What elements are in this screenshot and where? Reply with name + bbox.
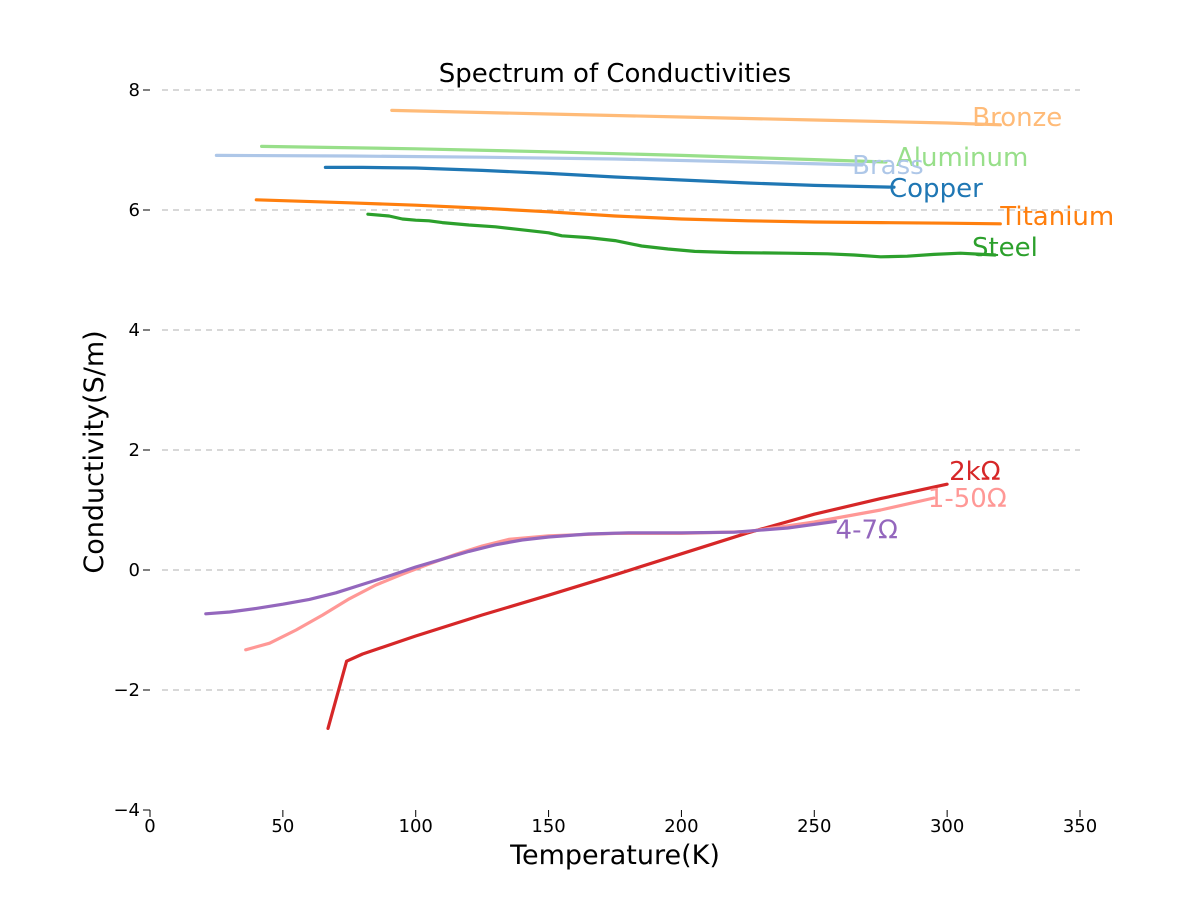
x-tick-label: 150 — [531, 816, 565, 837]
y-tick-label: −4 — [113, 800, 140, 821]
y-axis-title: Conductivity(S/m) — [79, 330, 110, 573]
x-tick-label: 200 — [664, 816, 698, 837]
series-label: Aluminum — [896, 143, 1028, 173]
x-axis-title: Temperature(K) — [509, 840, 720, 871]
y-tick-label: −2 — [113, 680, 140, 701]
x-tick-label: 0 — [144, 816, 155, 837]
series-label: 1-50Ω — [928, 484, 1007, 514]
series-line-2k- — [326, 482, 949, 730]
y-tick-label: 2 — [129, 440, 140, 461]
series-label: 2kΩ — [949, 457, 1000, 487]
x-tick-label: 250 — [797, 816, 831, 837]
y-tick-label: 0 — [129, 560, 140, 581]
series-label: Copper — [889, 174, 983, 204]
x-tick-label: 100 — [399, 816, 433, 837]
series-lines — [204, 108, 1002, 730]
series-label: 4-7Ω — [836, 515, 898, 545]
series-line-aluminum — [260, 144, 888, 164]
y-tick-label: 6 — [129, 200, 140, 221]
x-tick-label: 50 — [271, 816, 294, 837]
y-tick-label: 8 — [129, 80, 140, 101]
series-label: Steel — [972, 233, 1038, 263]
chart-title: Spectrum of Conductivities — [439, 59, 791, 89]
x-tick-label: 350 — [1063, 816, 1097, 837]
series-label: Brass — [852, 151, 924, 181]
series-line-copper — [323, 165, 896, 189]
series-line-bronze — [390, 108, 1002, 127]
series-line-titanium — [254, 198, 1002, 226]
grid-lines — [162, 89, 1080, 691]
series-label: Bronze — [972, 103, 1062, 133]
series-line-steel — [366, 212, 997, 259]
y-tick-label: 4 — [129, 320, 140, 341]
axes: −4 −2 0 2 4 6 8 0 50 100 150 200 250 300 350 — [113, 80, 1097, 837]
x-tick-label: 300 — [930, 816, 964, 837]
series-line-brass — [214, 153, 864, 167]
series-label: Titanium — [999, 202, 1114, 232]
series-line-4-7- — [204, 519, 838, 616]
